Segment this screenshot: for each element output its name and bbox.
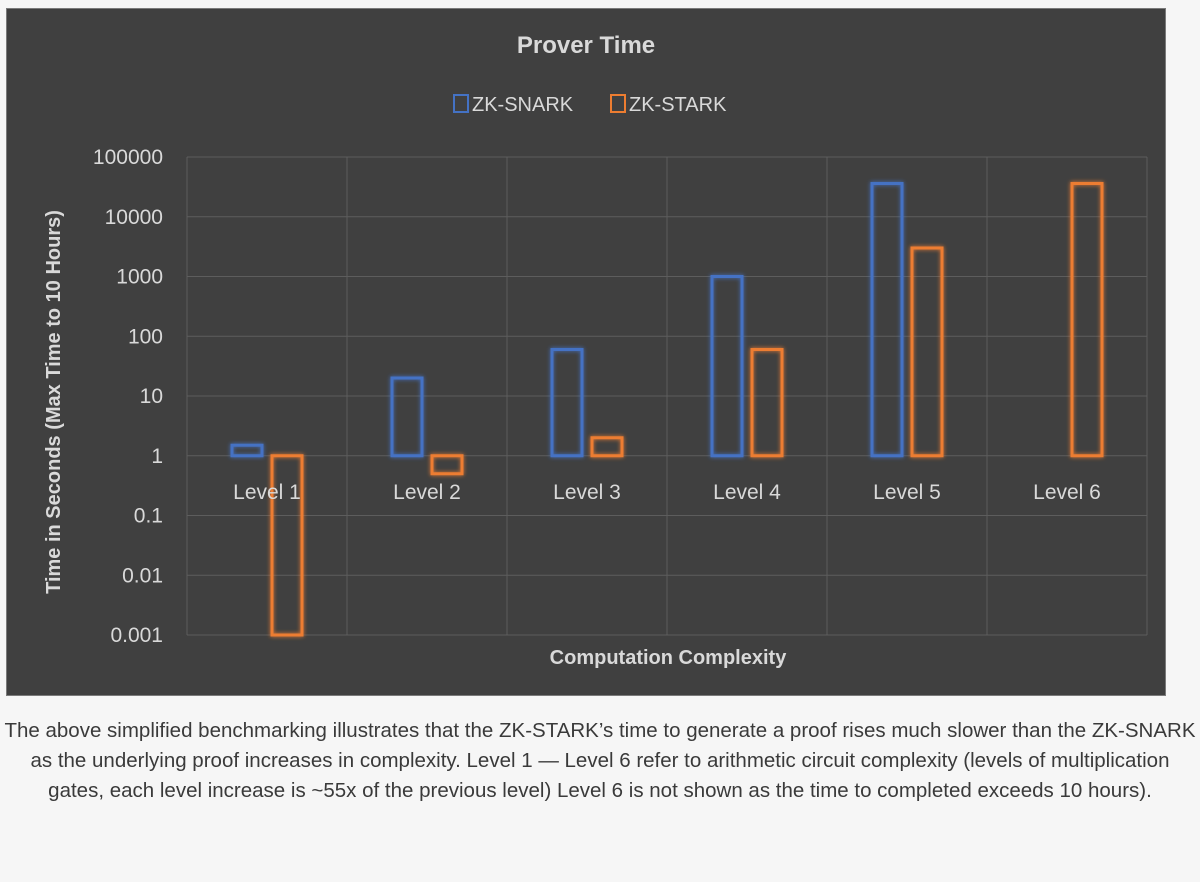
y-tick-label: 100 — [128, 325, 163, 348]
chart-title: Prover Time — [517, 32, 655, 59]
x-category-level-4: Level 4 — [713, 481, 781, 504]
bar-zk-stark-level-4 — [750, 348, 784, 458]
bar-zk-stark-level-5 — [910, 246, 944, 458]
y-tick-label: 0.001 — [110, 624, 163, 647]
bar-zk-stark-level-6 — [1070, 182, 1104, 458]
x-axis-title: Computation Complexity — [550, 647, 788, 669]
y-tick-label: 10 — [140, 385, 163, 408]
y-tick-label: 0.1 — [134, 505, 163, 528]
bar-zk-stark-level-3 — [590, 436, 624, 458]
figure-caption: The above simplified benchmarking illust… — [4, 719, 1196, 802]
y-tick-label: 100000 — [93, 146, 163, 169]
x-axis-categories: Level 1 Level 2 Level 3 Level 4 Level 5 Level… — [233, 481, 1101, 504]
legend-swatch-zk-snark — [453, 94, 469, 113]
bar-zk-stark-level-1 — [270, 454, 304, 637]
bar-zk-snark-level-2 — [390, 376, 424, 458]
x-category-level-3: Level 3 — [553, 481, 621, 504]
legend-label-zk-stark: ZK-STARK — [629, 94, 727, 116]
y-tick-label: 1 — [151, 445, 163, 468]
x-category-level-5: Level 5 — [873, 481, 941, 504]
y-tick-label: 0.01 — [122, 564, 163, 587]
x-category-level-1: Level 1 — [233, 481, 301, 504]
bar-zk-snark-level-5 — [870, 182, 904, 458]
legend-label-zk-snark: ZK-SNARK — [472, 94, 574, 116]
bar-zk-snark-level-4 — [710, 275, 744, 458]
y-tick-label: 1000 — [116, 266, 163, 289]
gridlines — [186, 156, 1148, 636]
chart-panel: Prover Time ZK-SNARK ZK-STARK 100000 1000… — [6, 8, 1166, 696]
y-axis-title: Time in Seconds (Max Time to 10 Hours) — [43, 210, 65, 594]
x-category-level-2: Level 2 — [393, 481, 461, 504]
bar-zk-snark-level-3 — [550, 348, 584, 458]
x-category-level-6: Level 6 — [1033, 481, 1101, 504]
y-axis-ticks: 100000 10000 1000 100 10 1 0.1 0.01 0.001 — [93, 146, 163, 647]
bar-zk-stark-level-2 — [430, 454, 464, 476]
y-tick-label: 10000 — [105, 206, 163, 229]
legend: ZK-SNARK ZK-STARK — [453, 94, 727, 116]
prover-time-chart: Prover Time ZK-SNARK ZK-STARK 1000001000… — [43, 32, 1148, 669]
legend-swatch-zk-stark — [610, 94, 626, 113]
bars — [230, 182, 1104, 637]
bar-zk-snark-level-1 — [230, 443, 264, 458]
